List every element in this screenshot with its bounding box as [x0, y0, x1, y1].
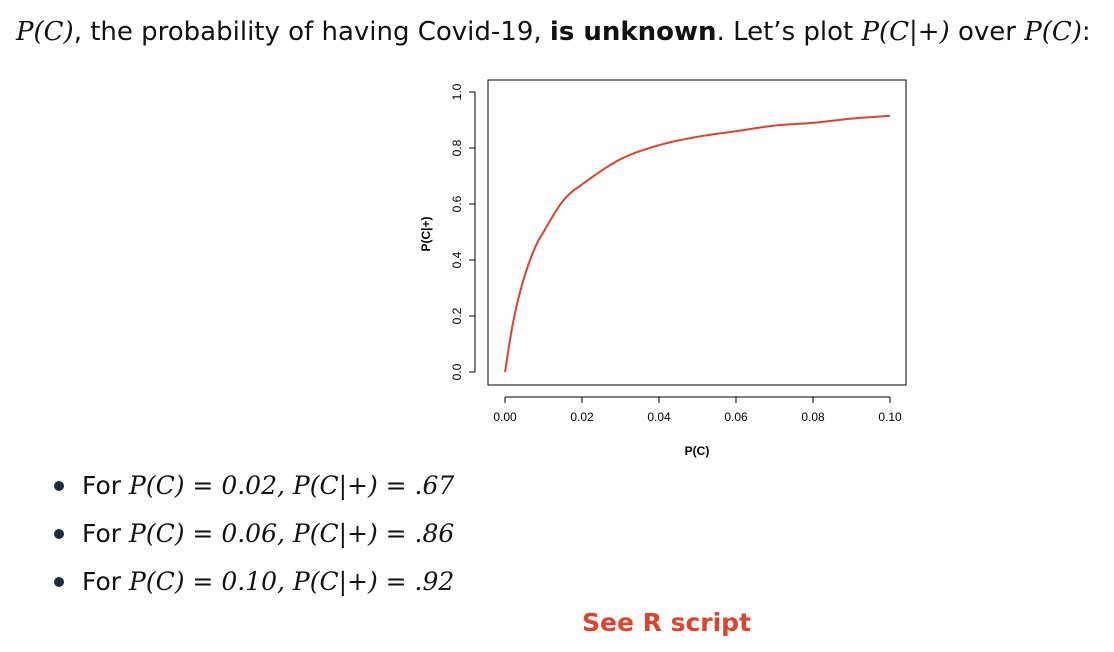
y-tick-label: 0.8: [450, 139, 464, 156]
x-tick-label: 0.06: [724, 410, 748, 424]
bullet-prefix: For: [82, 567, 130, 596]
x-tick-label: 0.08: [801, 410, 825, 424]
y-axis: 0.0 0.2 0.4 0.6 0.8 1.0: [450, 83, 476, 380]
y-tick-label: 0.4: [450, 251, 464, 268]
bullet-icon: [54, 529, 64, 539]
x-tick-label: 0.02: [570, 410, 594, 424]
posterior-symbol: P(C|+): [861, 17, 950, 47]
intro-text-1: , the probability of having Covid-19,: [73, 17, 550, 47]
intro-text-3: over: [949, 17, 1025, 47]
y-axis-label: P(C|+): [419, 216, 433, 251]
intro-bold: is unknown: [549, 17, 717, 47]
intro-colon: :: [1081, 17, 1091, 47]
series-line: [504, 114, 891, 373]
bullet-icon: [54, 481, 64, 491]
bullet-prefix: For: [82, 519, 130, 548]
intro-sentence: P(C), the probability of having Covid-19…: [16, 12, 1106, 52]
bullet-prefix: For: [82, 471, 130, 500]
x-tick-label: 0.00: [493, 410, 517, 424]
y-tick-label: 0.6: [450, 195, 464, 212]
intro-text-2: . Let’s plot: [716, 17, 862, 47]
y-tick-label: 0.2: [450, 307, 464, 324]
y-tick-label: 1.0: [450, 83, 464, 100]
bullet-icon: [54, 577, 64, 587]
bullet-expression: P(C) = 0.06, P(C|+) = .86: [129, 519, 455, 548]
x-axis: 0.00 0.02 0.04 0.06 0.08 0.10: [493, 396, 902, 424]
list-item: For P(C) = 0.02, P(C|+) = .67: [48, 462, 454, 510]
plot-frame: [487, 79, 907, 386]
x-tick-label: 0.10: [878, 410, 902, 424]
list-item: For P(C) = 0.10, P(C|+) = .92: [48, 558, 454, 606]
prob-symbol: P(C): [16, 17, 74, 47]
prior-symbol: P(C): [1024, 17, 1082, 47]
y-tick-label: 0.0: [450, 363, 464, 380]
bullet-expression: P(C) = 0.10, P(C|+) = .92: [129, 567, 455, 596]
see-r-script-link[interactable]: See R script: [582, 608, 752, 637]
list-item: For P(C) = 0.06, P(C|+) = .86: [48, 510, 454, 558]
posterior-chart: 0.00 0.02 0.04 0.06 0.08 0.10 0.0 0.2 0.4 0.6 0.8…: [419, 79, 907, 458]
x-tick-label: 0.04: [647, 410, 671, 424]
x-axis-label: P(C): [685, 444, 710, 458]
results-list: For P(C) = 0.02, P(C|+) = .67 For P(C) =…: [48, 462, 454, 606]
bullet-expression: P(C) = 0.02, P(C|+) = .67: [129, 471, 455, 500]
